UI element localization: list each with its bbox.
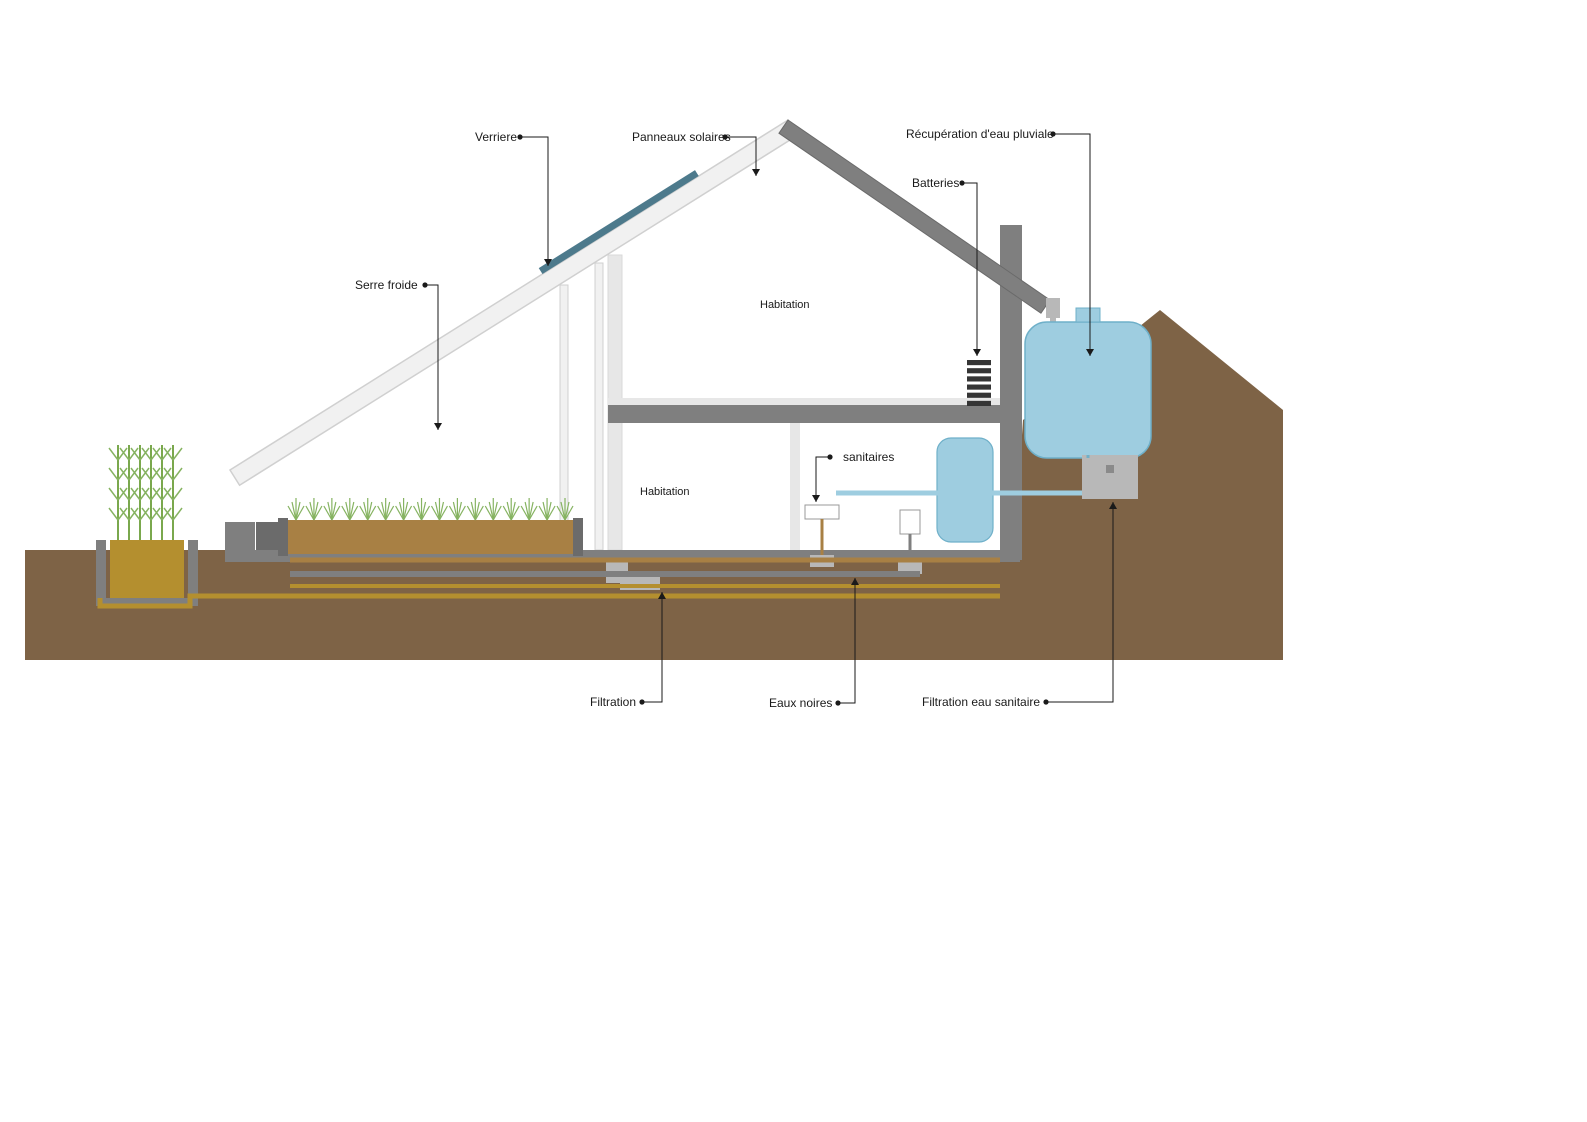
battery-bar [967,360,991,365]
habitation-lower-label: Habitation [640,486,690,498]
serre-froide-label: Serre froide [355,278,418,292]
planter [288,520,573,554]
verriere-label: Verriere [475,130,517,144]
sanitaire-fixture [805,505,839,519]
sanitary-filter [1082,455,1138,499]
eaux-noires-label: Eaux noires [769,696,832,710]
verriere-roof [230,120,798,485]
diagram-svg: Habitation Habitation Verriere Panneaux sol… [0,0,1587,1122]
filtration-label: Filtration [590,695,636,709]
batteries-leader [962,183,977,356]
roof-right [779,120,1050,313]
verriere-leader [520,137,548,266]
battery-bar [967,401,991,406]
outdoor-planter [110,540,184,598]
battery-bar [967,368,991,373]
battery-bar [967,393,991,398]
habitation-upper-label: Habitation [760,299,810,311]
battery-bar [967,376,991,381]
recup-pluviale-label: Récupération d'eau pluviale [906,127,1054,141]
panneaux-solaires-label: Panneaux solaires [632,130,731,144]
rain-tank [1025,322,1151,458]
gutter [1046,298,1060,318]
floor-slab [608,405,1013,423]
batteries-label: Batteries [912,176,959,190]
diagram-root: Habitation Habitation Verriere Panneaux sol… [0,0,1587,1122]
filtration-sanitaire-label: Filtration eau sanitaire [922,695,1040,709]
battery-bar [967,385,991,390]
sanitaires-label: sanitaires [843,450,894,464]
secondary-tank [937,438,993,542]
